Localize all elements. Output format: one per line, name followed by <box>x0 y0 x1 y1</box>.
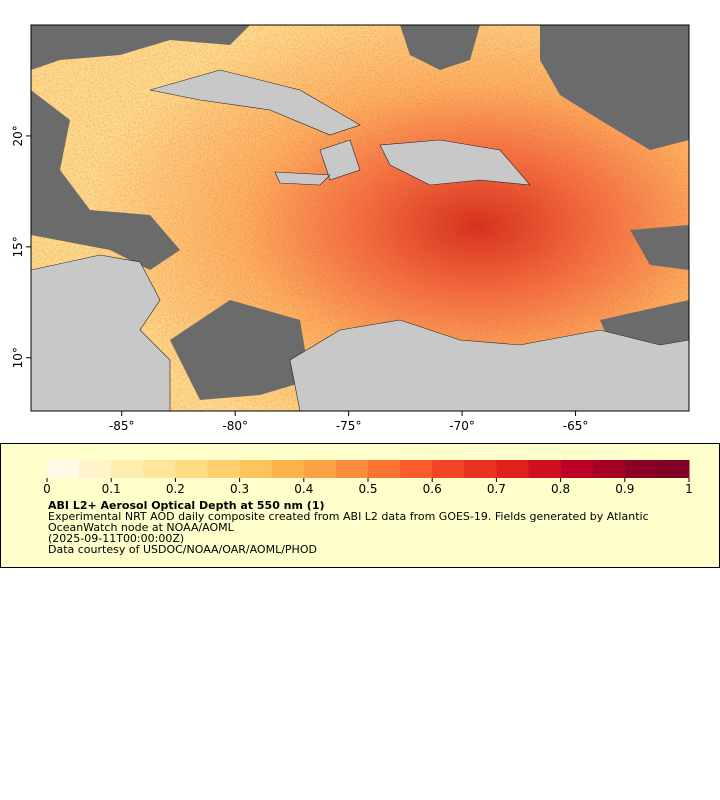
colorbar-tick-label: 0.1 <box>102 482 121 496</box>
colorbar-swatch <box>79 460 112 478</box>
colorbar-tick-label: 1 <box>685 482 693 496</box>
colorbar-swatch <box>175 460 208 478</box>
colorbar-swatch <box>303 460 337 478</box>
colorbar-swatch <box>400 460 433 478</box>
legend-note: Data courtesy of USDOC/NOAA/OAR/AOML/PHO… <box>48 543 317 556</box>
x-tick-label: -70° <box>449 419 475 433</box>
colorbar-tick-label: 0.6 <box>423 482 442 496</box>
colorbar-swatch <box>207 460 241 478</box>
y-tick-label: 20° <box>11 125 25 146</box>
colorbar-swatch <box>47 460 80 478</box>
colorbar-swatch <box>496 460 529 478</box>
colorbar-tick-label: 0.4 <box>294 482 313 496</box>
colorbar-swatch <box>368 460 401 478</box>
legend-text: ABI L2+ Aerosol Optical Depth at 550 nm … <box>48 500 688 555</box>
legend-title: ABI L2+ Aerosol Optical Depth at 550 nm … <box>48 499 325 512</box>
map-image <box>31 25 689 411</box>
map-figure: -85° -80° -75° -70° -65° 10° 15° 20° 0 0.1 0.2 0.3 0… <box>11 24 693 496</box>
colorbar-swatch <box>624 460 658 478</box>
colorbar-tick-label: 0.7 <box>487 482 506 496</box>
colorbar-tick-label: 0.8 <box>551 482 570 496</box>
x-tick-label: -85° <box>109 419 135 433</box>
colorbar-tick-label: 0.5 <box>358 482 377 496</box>
colorbar-swatch <box>432 460 465 478</box>
colorbar-tick-label: 0.9 <box>615 482 634 496</box>
colorbar-swatch <box>592 460 626 478</box>
x-tick-label: -65° <box>563 419 589 433</box>
colorbar-swatch <box>464 460 497 478</box>
y-tick-label: 15° <box>11 236 25 257</box>
legend-note: Experimental NRT AOD daily composite cre… <box>48 510 649 534</box>
colorbar-tick-label: 0.2 <box>166 482 185 496</box>
colorbar-tick-label: 0.3 <box>230 482 249 496</box>
colorbar-tick-label: 0 <box>43 482 51 496</box>
y-tick-label: 10° <box>11 347 25 368</box>
legend-note: (2025-09-11T00:00:00Z) <box>48 532 185 545</box>
map-frame <box>30 24 690 412</box>
colorbar-swatch <box>335 460 369 478</box>
x-tick-label: -80° <box>222 419 248 433</box>
colorbar-swatch <box>111 460 144 478</box>
colorbar-swatch <box>239 460 273 478</box>
colorbar-swatch <box>528 460 562 478</box>
x-tick-label: -75° <box>336 419 362 433</box>
colorbar-swatch <box>143 460 176 478</box>
colorbar-swatch <box>656 460 690 478</box>
colorbar-swatch <box>271 460 305 478</box>
colorbar-swatch <box>560 460 594 478</box>
